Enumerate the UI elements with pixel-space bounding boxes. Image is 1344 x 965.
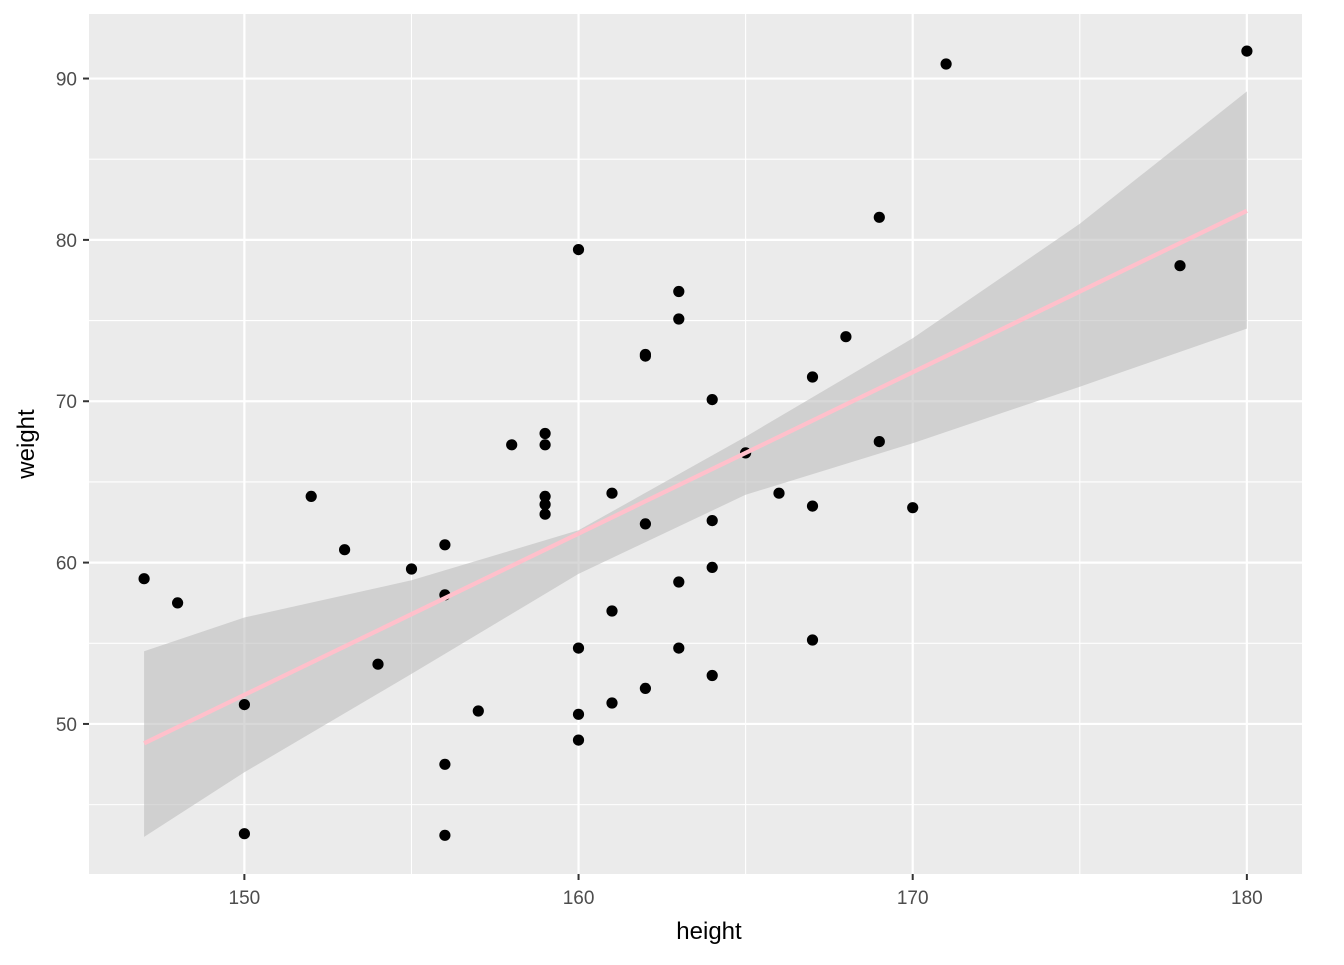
data-point	[606, 487, 618, 499]
data-point	[639, 350, 652, 362]
data-point	[673, 576, 685, 588]
data-point	[940, 58, 952, 70]
data-point	[606, 605, 618, 617]
data-point	[639, 682, 652, 695]
data-point	[472, 705, 484, 717]
y-tick-label: 90	[56, 70, 77, 91]
data-point	[572, 708, 585, 720]
data-point	[639, 518, 652, 530]
data-point	[606, 697, 618, 709]
data-point	[873, 436, 885, 448]
data-point	[773, 487, 785, 499]
data-point	[172, 597, 184, 609]
major-gridlines	[89, 14, 1302, 874]
data-point	[238, 828, 250, 840]
x-axis-ticks: 150 160 170 180	[229, 874, 1263, 909]
data-point	[305, 490, 317, 502]
y-tick-label: 70	[56, 392, 77, 413]
data-point	[806, 500, 819, 512]
x-tick-label: 180	[1231, 888, 1263, 909]
data-point	[506, 439, 518, 451]
confidence-band	[144, 91, 1247, 837]
data-point	[706, 669, 718, 682]
y-tick-label: 50	[56, 715, 77, 736]
data-point	[673, 285, 685, 298]
data-point	[706, 515, 718, 527]
data-point	[138, 573, 150, 585]
data-point	[806, 634, 819, 646]
data-point	[706, 394, 718, 406]
data-point	[539, 508, 551, 520]
y-axis-title: weight	[13, 409, 40, 480]
data-point	[439, 758, 451, 770]
data-point	[539, 427, 551, 440]
data-point	[372, 658, 384, 670]
x-tick-label: 150	[229, 888, 261, 909]
data-point	[238, 699, 250, 711]
data-point	[673, 313, 685, 325]
data-point	[572, 734, 585, 746]
data-point	[339, 544, 351, 556]
data-point	[907, 502, 919, 514]
data-point	[873, 211, 885, 223]
data-point	[539, 439, 551, 451]
y-tick-label: 80	[56, 231, 77, 252]
data-point	[706, 561, 718, 574]
data-point	[572, 642, 585, 654]
data-point	[539, 490, 551, 502]
data-point	[405, 563, 418, 575]
regression-line	[143, 208, 1248, 746]
data-point	[539, 498, 551, 511]
data-points	[138, 45, 1253, 841]
data-point	[439, 539, 451, 551]
data-point	[1174, 260, 1186, 272]
x-axis-title: height	[676, 918, 742, 945]
data-point	[439, 829, 451, 841]
confidence-band-layer	[144, 91, 1247, 837]
data-point	[806, 371, 819, 383]
data-point	[572, 244, 585, 256]
y-axis-ticks: 50 60 70 80 90	[56, 70, 89, 736]
x-tick-label: 170	[897, 888, 929, 909]
data-point	[840, 331, 852, 343]
data-point	[673, 642, 685, 654]
fit-line-layer	[143, 208, 1248, 746]
x-tick-label: 160	[563, 888, 595, 909]
data-point	[1241, 45, 1253, 57]
y-tick-label: 60	[56, 554, 77, 575]
